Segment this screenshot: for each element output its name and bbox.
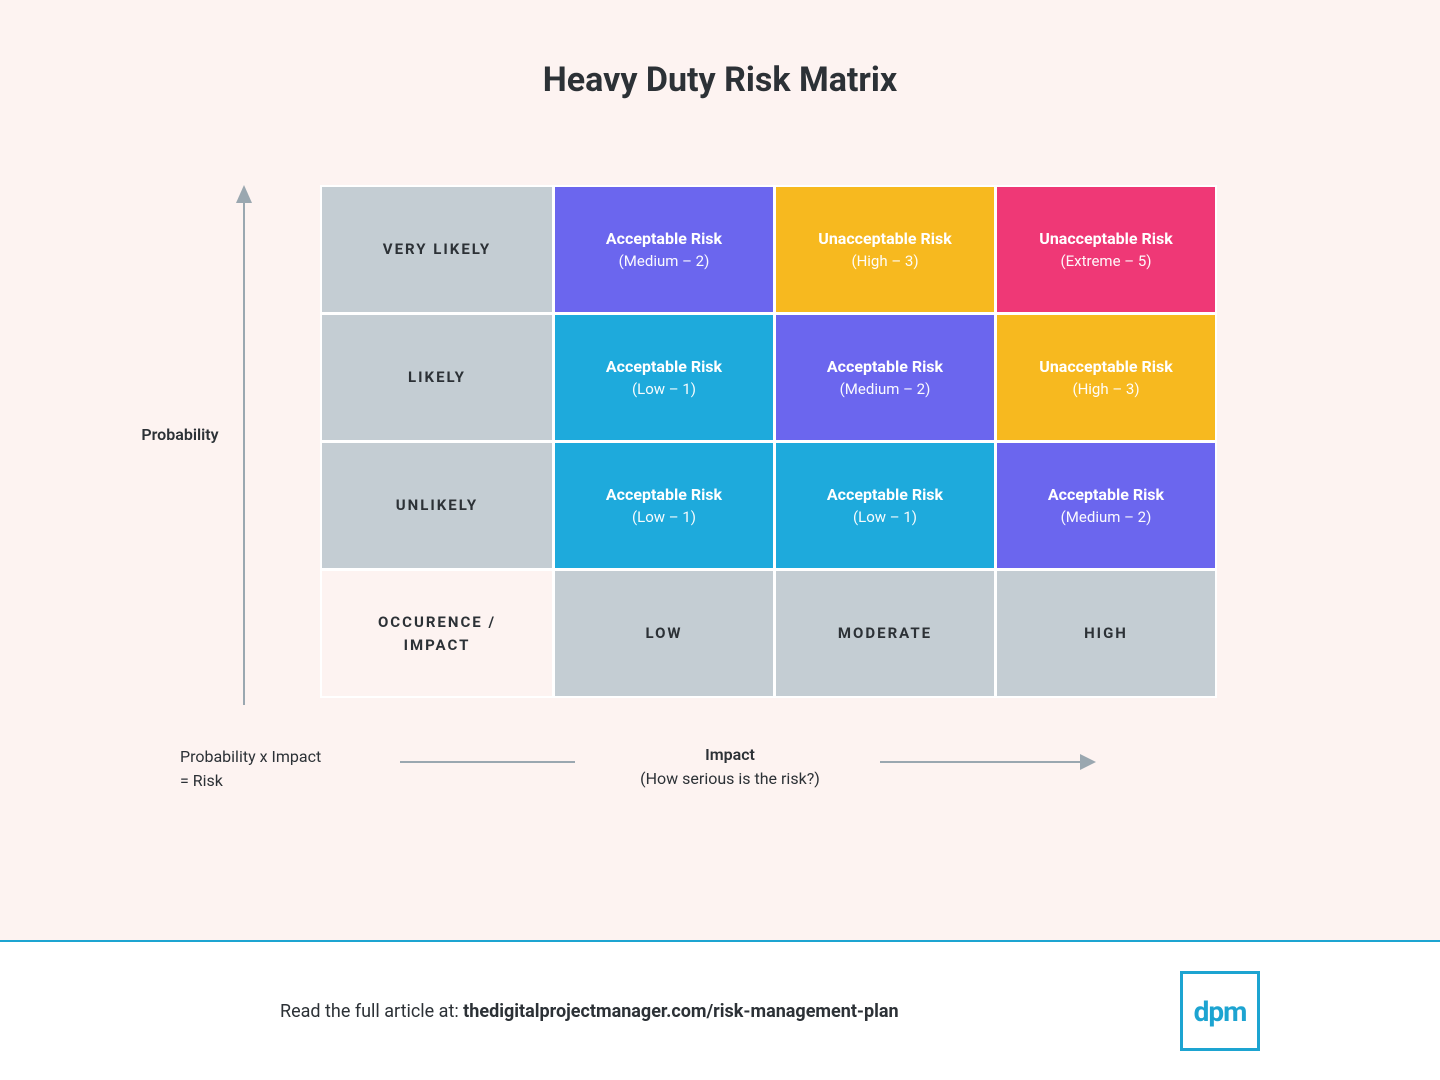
risk-cell: Acceptable Risk(Low – 1) <box>555 443 773 568</box>
x-axis-label: Impact (How serious is the risk?) <box>580 743 880 791</box>
canvas: Heavy Duty Risk Matrix Probability VERY … <box>0 0 1440 940</box>
page-title: Heavy Duty Risk Matrix <box>0 60 1440 100</box>
formula-text: Probability x Impact = Risk <box>180 745 321 793</box>
x-axis-area: Probability x Impact = Risk Impact (How … <box>180 745 1280 805</box>
footer-text: Read the full article at: thedigitalproj… <box>280 1001 899 1022</box>
risk-cell: Acceptable Risk(Medium – 2) <box>776 315 994 440</box>
arrow-right-icon <box>880 761 1080 763</box>
risk-cell: Acceptable Risk(Low – 1) <box>776 443 994 568</box>
corner-label: OCCURENCE /IMPACT <box>322 571 552 696</box>
row-header: LIKELY <box>322 315 552 440</box>
risk-cell: Acceptable Risk(Medium – 2) <box>997 443 1215 568</box>
footer: Read the full article at: thedigitalproj… <box>0 942 1440 1080</box>
risk-cell: Unacceptable Risk(High – 3) <box>997 315 1215 440</box>
risk-cell: Unacceptable Risk(Extreme – 5) <box>997 187 1215 312</box>
x-axis-line-left <box>400 761 575 763</box>
row-header: UNLIKELY <box>322 443 552 568</box>
risk-cell: Unacceptable Risk(High – 3) <box>776 187 994 312</box>
dpm-logo: dpm <box>1180 971 1260 1051</box>
row-header: VERY LIKELY <box>322 187 552 312</box>
risk-cell: Acceptable Risk(Low – 1) <box>555 315 773 440</box>
arrow-up-icon <box>236 185 252 203</box>
risk-matrix-grid: VERY LIKELYAcceptable Risk(Medium – 2)Un… <box>320 185 1217 698</box>
y-axis-label: Probability <box>120 425 240 444</box>
risk-cell: Acceptable Risk(Medium – 2) <box>555 187 773 312</box>
col-header: HIGH <box>997 571 1215 696</box>
col-header: MODERATE <box>776 571 994 696</box>
col-header: LOW <box>555 571 773 696</box>
